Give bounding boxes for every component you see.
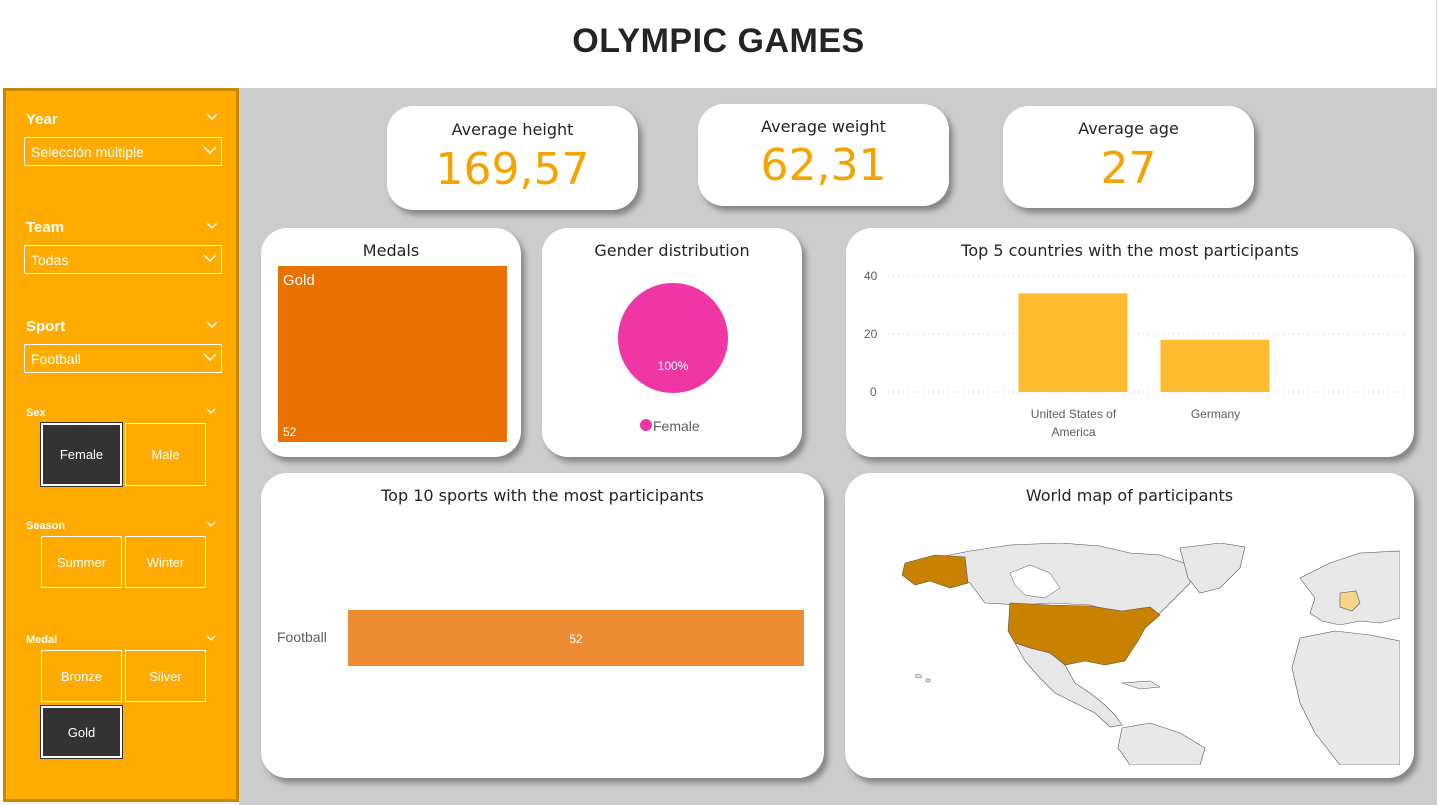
map-region-greenland[interactable] <box>1179 543 1246 594</box>
header-bar: OLYMPIC GAMES <box>0 0 1437 88</box>
sports-card[interactable]: Top 10 sports with the most participants… <box>261 473 824 778</box>
sports-title: Top 10 sports with the most participants <box>381 486 704 505</box>
chevron-down-icon <box>203 254 217 266</box>
medal-option-bronze[interactable]: Bronze <box>41 650 122 702</box>
chevron-down-icon[interactable] <box>206 635 218 647</box>
chevron-down-icon[interactable] <box>206 222 218 234</box>
countries-title: Top 5 countries with the most participan… <box>961 241 1299 260</box>
countries-card[interactable]: Top 5 countries with the most participan… <box>846 228 1414 457</box>
team-dropdown[interactable]: Todas <box>24 245 222 274</box>
y-tick-label: 0 <box>870 385 877 399</box>
countries-bar-chart <box>888 275 1406 393</box>
kpi-label: Average age <box>1078 119 1179 138</box>
medal-slicer-title: Medal <box>26 634 58 646</box>
treemap-label: Gold <box>283 272 315 289</box>
sport-dropdown-value: Football <box>31 351 81 367</box>
map-title: World map of participants <box>1025 486 1234 505</box>
year-dropdown[interactable]: Selección múltiple <box>24 137 222 166</box>
bar-football[interactable] <box>348 610 804 666</box>
map-region-germany[interactable] <box>1339 590 1361 612</box>
sex-option-female[interactable]: Female <box>40 422 123 487</box>
filter-sidebar: Year Selección múltiple Team Todas Sport… <box>3 88 239 802</box>
map-region-caribbean[interactable] <box>1121 680 1161 690</box>
legend-marker <box>640 419 652 431</box>
bar-data-label: 52 <box>569 632 583 646</box>
sex-slicer-title: Sex <box>26 407 46 419</box>
season-option-winter[interactable]: Winter <box>125 536 206 588</box>
gender-card[interactable]: Gender distribution 100% Female <box>542 228 802 457</box>
x-category-label: Germany <box>1190 407 1241 421</box>
medals-title: Medals <box>362 241 420 260</box>
medal-option-silver[interactable]: Silver <box>125 650 206 702</box>
year-dropdown-value: Selección múltiple <box>31 144 144 160</box>
year-slicer-title: Year <box>26 111 58 128</box>
sport-dropdown[interactable]: Football <box>24 344 222 373</box>
kpi-card-height[interactable]: Average height 169,57 <box>387 106 638 210</box>
kpi-label: Average height <box>451 120 574 139</box>
kpi-value: 62,31 <box>760 140 887 191</box>
bar-germany[interactable] <box>1160 339 1270 392</box>
chevron-down-icon <box>203 146 217 158</box>
kpi-value: 169,57 <box>435 144 590 195</box>
kpi-card-weight[interactable]: Average weight 62,31 <box>698 104 949 206</box>
legend-label-female[interactable]: Female <box>653 418 700 434</box>
map-region-mexico[interactable] <box>1014 642 1123 728</box>
gender-title: Gender distribution <box>594 241 750 260</box>
team-slicer-title: Team <box>26 219 65 236</box>
y-category-label: Football <box>277 629 327 645</box>
treemap-tile-gold[interactable]: Gold 52 <box>278 266 507 442</box>
pie-slice-label: 100% <box>658 359 689 373</box>
chevron-down-icon[interactable] <box>206 321 218 333</box>
treemap-value: 52 <box>283 425 297 439</box>
medals-card[interactable]: Medals Gold 52 <box>261 228 521 457</box>
map-region-europe[interactable] <box>1299 550 1400 626</box>
season-option-summer[interactable]: Summer <box>41 536 122 588</box>
team-dropdown-value: Todas <box>31 252 69 268</box>
chevron-down-icon[interactable] <box>206 521 218 533</box>
map-region-hudson-bay <box>1009 564 1061 599</box>
gender-pie-chart: 100% <box>618 283 728 393</box>
chevron-down-icon <box>203 353 217 365</box>
kpi-label: Average weight <box>761 117 886 136</box>
chevron-down-icon[interactable] <box>206 113 218 125</box>
map-region-hawaii[interactable] <box>914 673 931 683</box>
map-region-africa[interactable] <box>1291 630 1400 765</box>
y-tick-label: 20 <box>864 327 878 341</box>
sex-option-male[interactable]: Male <box>125 423 206 486</box>
pie-slice-female[interactable] <box>618 283 728 393</box>
map-region-south-america[interactable] <box>1117 722 1206 765</box>
season-slicer-title: Season <box>26 520 66 532</box>
kpi-value: 27 <box>1100 143 1157 194</box>
chevron-down-icon[interactable] <box>206 408 218 420</box>
y-tick-label: 40 <box>864 269 878 283</box>
medal-option-gold[interactable]: Gold <box>40 705 123 759</box>
kpi-card-age[interactable]: Average age 27 <box>1003 106 1254 208</box>
map-card[interactable]: World map of participants <box>845 473 1414 778</box>
world-map[interactable] <box>860 543 1400 765</box>
map-region-alaska[interactable] <box>901 554 969 589</box>
report-canvas: Average height 169,57 Average weight 62,… <box>239 88 1437 805</box>
sport-slicer-title: Sport <box>26 318 66 335</box>
page-title: OLYMPIC GAMES <box>572 22 865 60</box>
bar-united-states-of-america[interactable] <box>1018 293 1128 392</box>
x-category-label: United States of America <box>1030 407 1117 439</box>
sports-bar-chart: 52 <box>348 610 804 666</box>
